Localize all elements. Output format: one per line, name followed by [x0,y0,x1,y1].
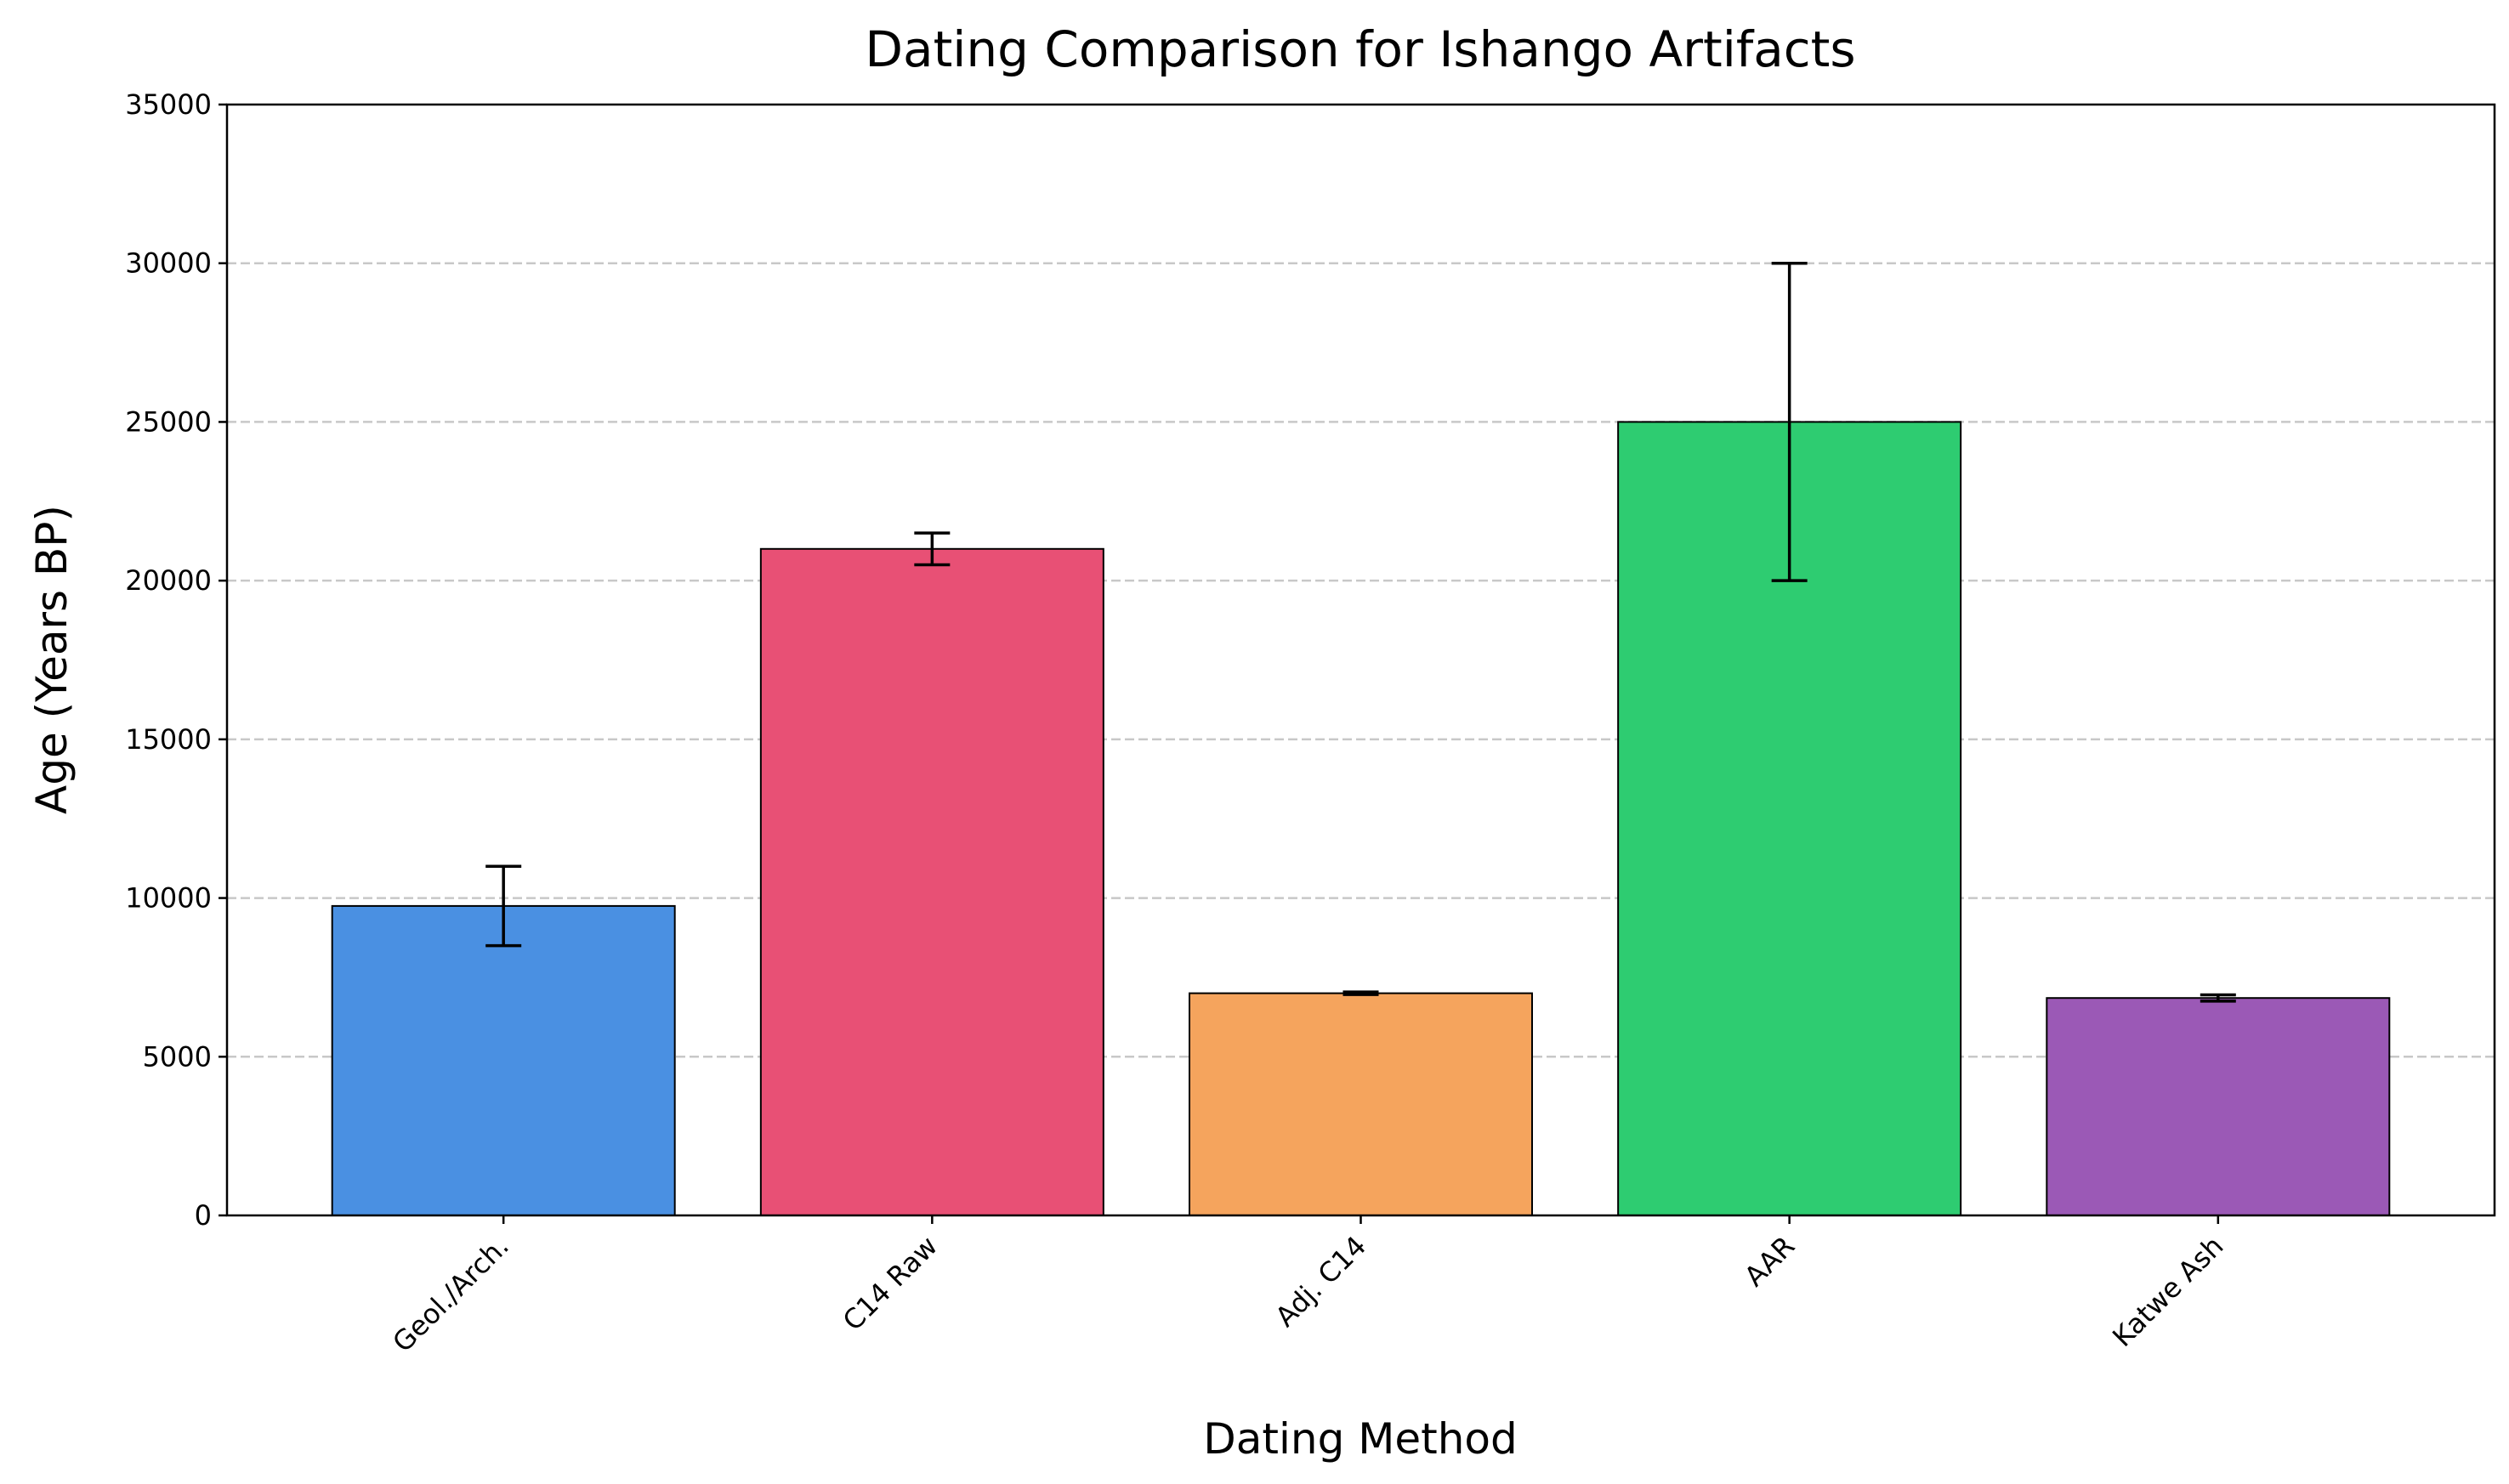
y-tick-label: 20000 [125,564,212,597]
x-tick-label: Katwe Ash [2106,1230,2229,1353]
bar [2046,997,2391,1216]
x-axis-label: Dating Method [1203,1414,1517,1464]
chart-title: Dating Comparison for Ishango Artifacts [865,20,1855,78]
error-bar [485,864,522,948]
error-bar [1342,990,1379,996]
x-tick-label: Adj. C14 [1269,1230,1373,1334]
x-tick-label: Geol./Arch. [386,1230,515,1359]
bar [759,547,1104,1216]
x-tick-label: C14 Raw [837,1230,944,1337]
y-tick-label: 30000 [125,247,212,280]
error-bar [1771,261,1808,582]
y-tick-label: 0 [195,1199,212,1232]
error-bar [914,531,951,567]
bar [331,904,676,1216]
y-tick-label: 5000 [143,1040,212,1073]
y-axis-label: Age (Years BP) [27,505,77,814]
y-tick-label: 35000 [125,88,212,121]
y-tick-label: 10000 [125,882,212,915]
x-tick-label: AAR [1738,1230,1801,1293]
y-tick-label: 15000 [125,723,212,756]
error-bar [2200,993,2236,1003]
bar [1189,992,1533,1216]
y-tick-label: 25000 [125,405,212,438]
